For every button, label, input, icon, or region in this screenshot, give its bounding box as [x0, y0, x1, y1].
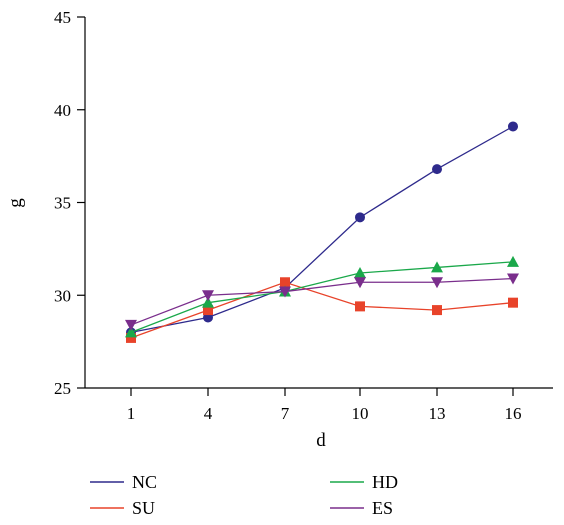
data-point-su [203, 305, 213, 316]
y-axis-label: g [5, 198, 26, 208]
x-tick-label: 1 [127, 404, 136, 423]
axes [84, 17, 553, 389]
data-point-hd [431, 261, 443, 273]
legend-label-hd: HD [372, 472, 398, 492]
x-axis-label: d [316, 430, 326, 451]
data-point-hd [354, 266, 366, 278]
data-point-nc [432, 164, 442, 175]
series-line-su [130, 281, 514, 339]
data-point-es [431, 277, 443, 289]
data-point-su [508, 297, 518, 308]
data-point-su [126, 332, 136, 343]
data-point-su [432, 305, 442, 316]
x-tick-label: 10 [352, 404, 369, 423]
data-point-hd [507, 255, 519, 267]
y-tick-label: 25 [54, 379, 71, 398]
y-tick-label: 45 [54, 8, 71, 27]
series-su [126, 277, 518, 343]
data-point-es [202, 290, 214, 302]
legend-label-es: ES [372, 498, 393, 518]
series-layer [125, 121, 519, 343]
data-point-es [125, 319, 137, 331]
x-tick-label: 13 [429, 404, 446, 423]
series-line-hd [130, 261, 514, 333]
y-tick-label: 35 [54, 194, 71, 213]
series-hd [125, 255, 519, 338]
legend: NC SU HD ES [90, 472, 398, 518]
legend-label-su: SU [132, 498, 155, 518]
series-line-es [130, 277, 514, 326]
x-tick-label: 16 [505, 404, 522, 423]
y-ticks: 25 30 35 40 45 [54, 8, 85, 398]
data-point-su [355, 301, 365, 312]
legend-label-nc: NC [132, 472, 157, 492]
data-point-su [280, 277, 290, 288]
x-tick-label: 4 [204, 404, 213, 423]
x-ticks: 1 4 7 10 13 16 [127, 388, 522, 423]
data-point-es [354, 277, 366, 289]
data-point-nc [508, 121, 518, 132]
y-tick-label: 30 [54, 286, 71, 305]
y-tick-label: 40 [54, 101, 71, 120]
data-point-hd [202, 296, 214, 308]
series-nc [126, 121, 518, 338]
series-line-nc [130, 125, 514, 333]
data-point-nc [355, 212, 365, 223]
data-point-es [507, 273, 519, 285]
data-point-hd [125, 326, 137, 338]
series-es [125, 273, 519, 331]
x-tick-label: 7 [281, 404, 290, 423]
data-point-es [279, 286, 291, 298]
